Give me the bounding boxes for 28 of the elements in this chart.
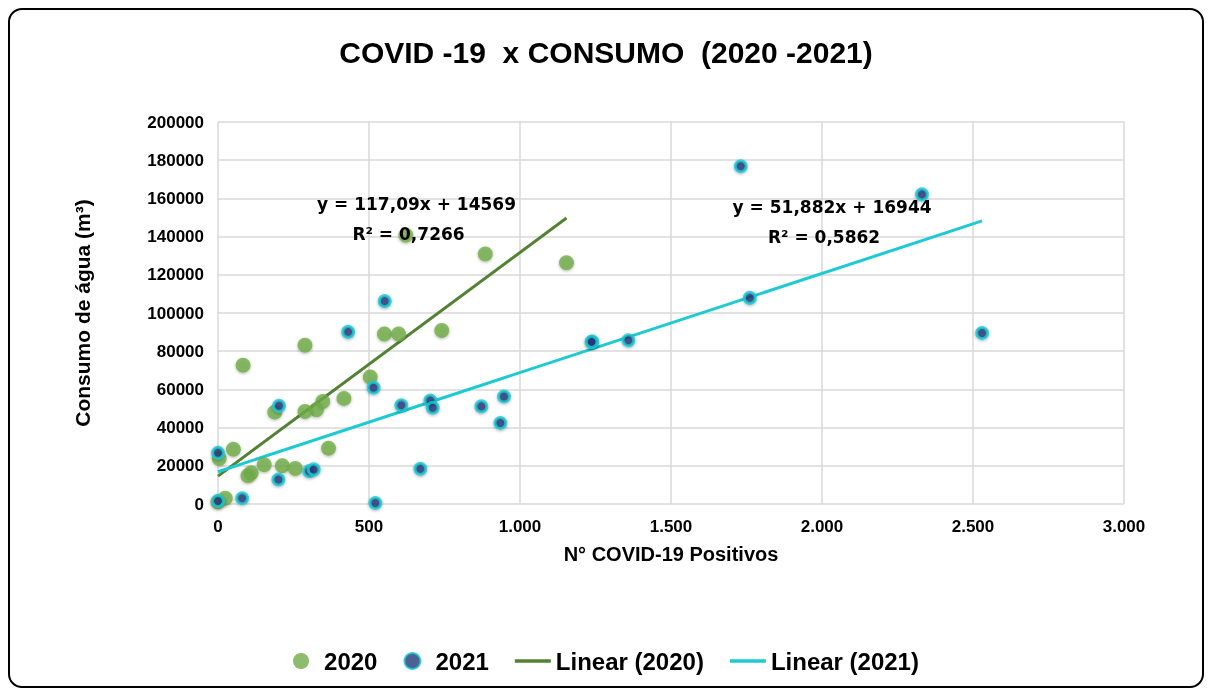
annotation: y = 117,09x + 14569 [317,194,516,215]
y-tick-label: 120000 [147,265,204,285]
x-tick-label: 0 [213,517,223,536]
annotation: R² = 0,5862 [767,226,881,247]
y-tick-label: 140000 [147,227,204,247]
y-tick-label: 180000 [147,150,204,170]
legend-label: Linear (2021) [770,647,919,675]
y-tick-label: 200000 [147,112,204,132]
y-axis-title: Consumo de água (m³) [71,199,94,427]
y-tick-label: 80000 [156,341,204,361]
x-tick-label: 500 [354,517,384,536]
y-tick-label: 100000 [147,303,204,323]
x-tick-label: 1.000 [498,517,542,536]
y-tick-label: 160000 [147,188,204,208]
x-tick-label: 1.500 [649,517,693,536]
y-tick-label: 60000 [156,379,204,399]
x-tick-label: 2.000 [800,517,844,536]
x-tick-label: 2.500 [951,517,995,536]
chart-title: COVID -19 x CONSUMO (2020 -2021) [339,35,873,69]
legend-label: 2020 [324,647,378,675]
legend-label: Linear (2020) [555,647,704,675]
y-tick-label: 40000 [156,418,204,438]
legend-label: 2021 [435,647,489,675]
y-tick-label: 20000 [156,456,204,476]
x-tick-label: 3.000 [1102,517,1146,536]
y-tick-label: 0 [194,494,204,514]
x-axis-title: N° COVID-19 Positivos [563,543,779,565]
annotation: y = 51,882x + 16944 [732,196,932,217]
